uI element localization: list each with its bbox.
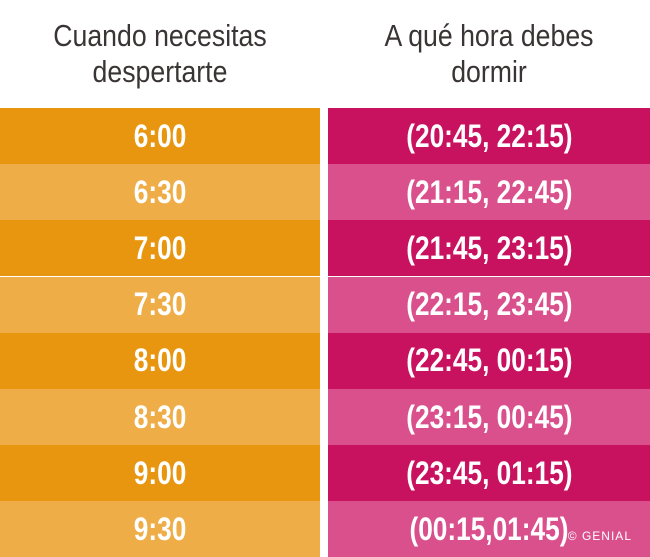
column-header: Cuando necesitas despertarte <box>0 0 320 108</box>
sleep-time-cell: (23:45, 01:15) <box>328 445 650 502</box>
sleep-time-cell: (22:15, 23:45) <box>328 276 650 333</box>
watermark: © GENIAL <box>567 529 632 543</box>
column-header: A qué hora debes dormir <box>328 0 650 108</box>
cell-text: 6:00 <box>133 117 187 154</box>
cell-text: (21:45, 23:15) <box>405 229 573 266</box>
cell-text: 7:00 <box>133 229 187 266</box>
header-text: Cuando necesitas despertarte <box>53 18 267 89</box>
cell-text: 6:30 <box>133 173 187 210</box>
cell-text: 8:00 <box>133 342 187 379</box>
wake-time-cell: 9:00 <box>0 445 320 502</box>
sleep-time-cell: (22:45, 00:15) <box>328 332 650 389</box>
wake-time-cell: 8:00 <box>0 332 320 389</box>
header-text: A qué hora debes dormir <box>384 18 594 89</box>
wake-time-cell: 7:00 <box>0 220 320 277</box>
cell-text: (00:15,01:45) <box>409 510 569 547</box>
cell-text: (20:45, 22:15) <box>405 117 573 154</box>
cell-text: (23:15, 00:45) <box>405 398 573 435</box>
cell-text: 8:30 <box>133 398 187 435</box>
sleep-time-cell: (21:15, 22:45) <box>328 164 650 221</box>
wake-time-cell: 6:30 <box>0 164 320 221</box>
cell-text: (22:45, 00:15) <box>405 342 573 379</box>
cell-text: (22:15, 23:45) <box>405 286 573 323</box>
wake-time-cell: 9:30 <box>0 501 320 557</box>
sleep-time-cell: (20:45, 22:15) <box>328 108 650 164</box>
cell-text: 7:30 <box>133 286 187 323</box>
cell-text: (21:15, 22:45) <box>405 173 573 210</box>
sleep-time-cell: (23:15, 00:45) <box>328 389 650 445</box>
cell-text: 9:00 <box>133 454 187 491</box>
cell-text: 9:30 <box>133 510 187 547</box>
sleep-time-cell: (21:45, 23:15) <box>328 220 650 277</box>
sleep-time-cell: (00:15,01:45) <box>328 501 650 557</box>
wake-time-cell: 7:30 <box>0 276 320 333</box>
wake-time-cell: 8:30 <box>0 389 320 445</box>
wake-time-cell: 6:00 <box>0 108 320 164</box>
cell-text: (23:45, 01:15) <box>405 454 573 491</box>
